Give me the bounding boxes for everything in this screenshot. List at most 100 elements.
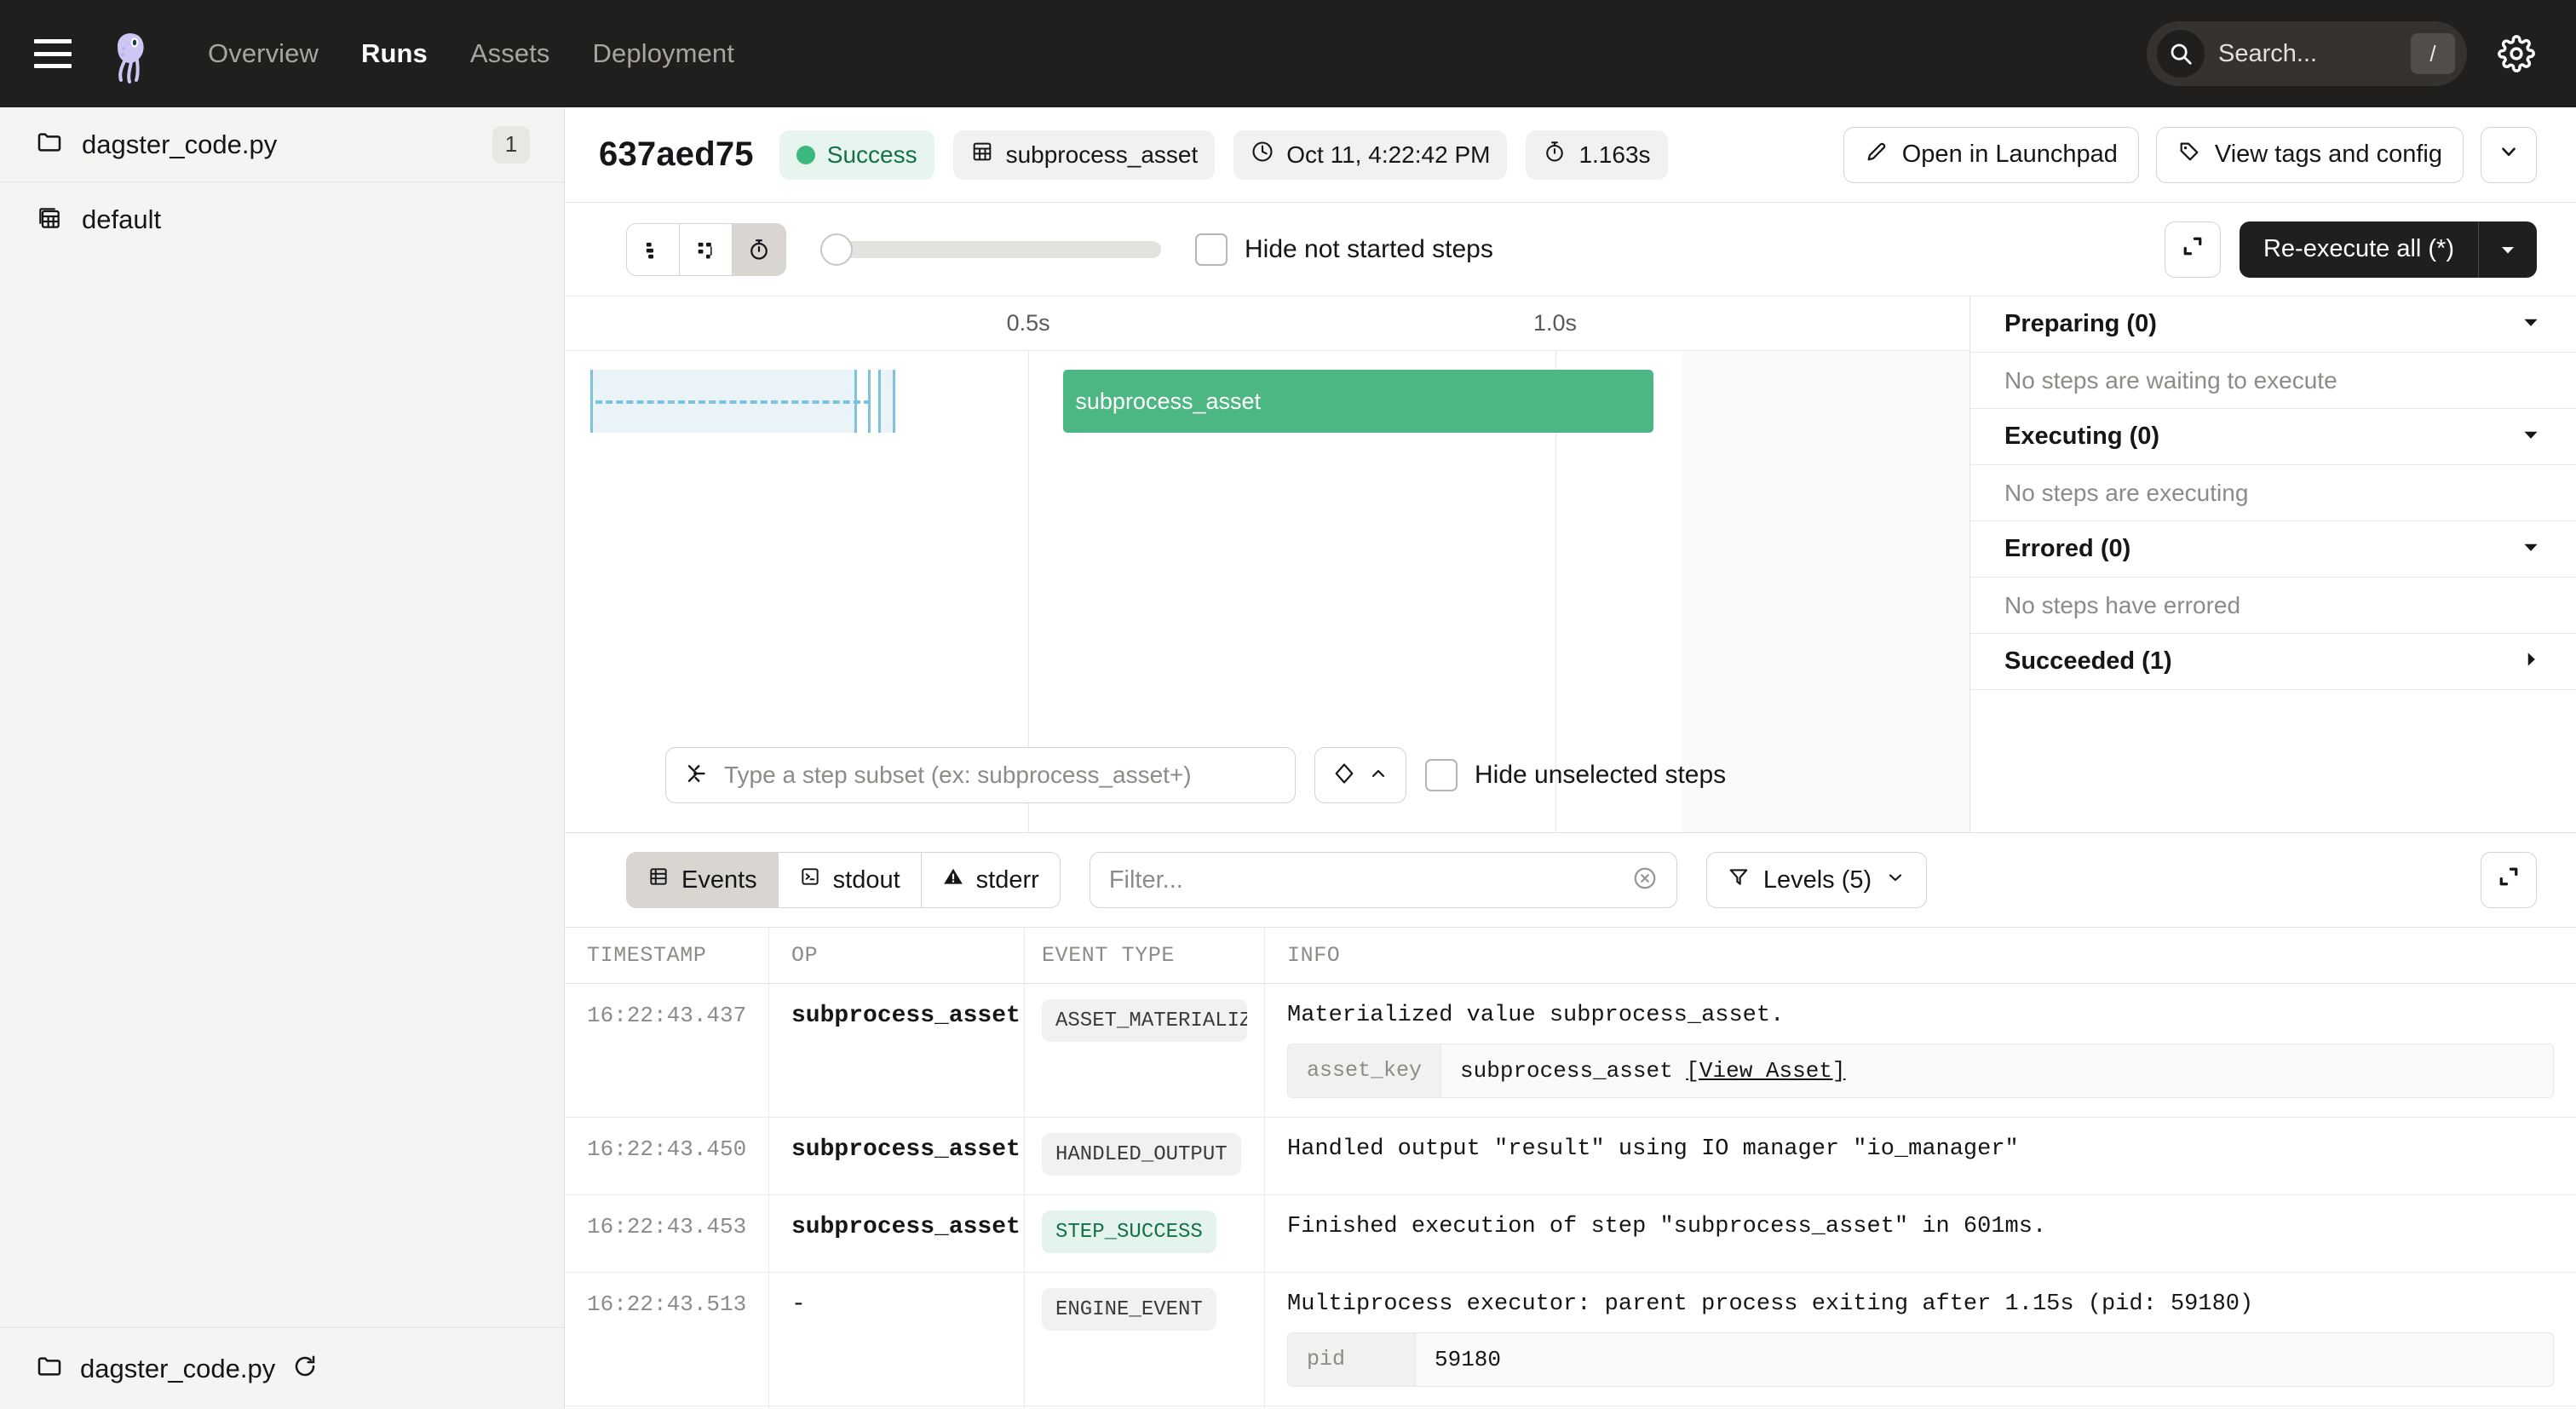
- run-time-chip[interactable]: Oct 11, 4:22:42 PM: [1233, 129, 1508, 180]
- timing-view-icon[interactable]: [733, 223, 785, 275]
- table-row[interactable]: 16:22:43.453 subprocess_asset STEP_SUCCE…: [565, 1195, 2576, 1273]
- status-section-succeeded[interactable]: Succeeded (1): [1970, 634, 2576, 690]
- gantt-out-of-range-shade: [1681, 351, 1969, 832]
- nav-link-runs[interactable]: Runs: [361, 38, 428, 68]
- re-execute-all-button[interactable]: Re-execute all (*): [2239, 221, 2537, 278]
- tab-stdout-label: stdout: [832, 866, 900, 894]
- hamburger-menu-icon[interactable]: [34, 39, 72, 68]
- reload-icon[interactable]: [292, 1354, 318, 1383]
- logs-toolbar: Events stdout: [565, 833, 2576, 927]
- sidebar-item-repository[interactable]: dagster_code.py 1: [0, 107, 564, 182]
- expand-logs-button[interactable]: [2481, 852, 2537, 908]
- funnel-icon: [1728, 866, 1750, 894]
- chevron-right-icon[interactable]: [2520, 648, 2542, 675]
- list-view-icon[interactable]: [627, 223, 680, 275]
- main-nav-links: Overview Runs Assets Deployment: [208, 38, 734, 69]
- table-row[interactable]: 16:22:43.513 - ENGINE_EVENT Multiprocess…: [565, 1273, 2576, 1406]
- search-placeholder: Search...: [2218, 39, 2318, 67]
- chevron-down-icon[interactable]: [2520, 311, 2542, 337]
- tab-events-label: Events: [681, 866, 757, 894]
- status-section-errored[interactable]: Errored (0): [1970, 521, 2576, 578]
- gantt-toolbar-right: Re-execute all (*): [2164, 221, 2537, 278]
- stopwatch-icon: [1543, 140, 1567, 170]
- slider-track: [836, 240, 1161, 258]
- view-asset-link[interactable]: [View Asset]: [1686, 1058, 1846, 1084]
- main-content: 637aed75 Success subprocess_asset: [565, 107, 2576, 1409]
- gear-icon[interactable]: [2496, 33, 2537, 74]
- step-subset-input[interactable]: Type a step subset (ex: subprocess_asset…: [665, 747, 1296, 803]
- events-table: TIMESTAMP OP EVENT TYPE INFO 16:22:43.43…: [565, 927, 2576, 1409]
- row-op: subprocess_asset: [791, 1136, 1021, 1163]
- gantt-zoom-slider[interactable]: [820, 223, 1161, 276]
- global-search-input[interactable]: Search... /: [2147, 21, 2467, 86]
- chevron-down-icon[interactable]: [2520, 536, 2542, 562]
- column-header-info: INFO: [1287, 943, 1341, 968]
- clock-icon: [1251, 140, 1274, 170]
- row-metadata-value: 59180: [1435, 1347, 1502, 1372]
- status-section-preparing[interactable]: Preparing (0): [1970, 296, 2576, 353]
- gantt-canvas: subprocess_asset: [565, 351, 1969, 832]
- sidebar-job-label: default: [82, 204, 162, 234]
- expand-gantt-button[interactable]: [2164, 221, 2221, 278]
- sidebar-spacer: [0, 257, 564, 1327]
- sidebar-repository-label: dagster_code.py: [82, 129, 278, 159]
- tag-icon: [2177, 140, 2201, 170]
- gantt-waiting-bar-segment: [877, 370, 895, 433]
- logs-filter-input[interactable]: Filter...: [1089, 852, 1677, 908]
- row-event-type-badge: ENGINE_EVENT: [1042, 1288, 1216, 1331]
- hide-unselected-steps-checkbox[interactable]: Hide unselected steps: [1425, 759, 1726, 791]
- column-header-event-type: EVENT TYPE: [1042, 943, 1176, 968]
- hide-not-started-steps-checkbox[interactable]: Hide not started steps: [1195, 233, 1493, 266]
- tab-events[interactable]: Events: [627, 853, 779, 907]
- table-row[interactable]: 16:22:43.437 subprocess_asset ASSET_MATE…: [565, 984, 2576, 1118]
- expand-icon: [2496, 864, 2521, 896]
- gantt-step-bar[interactable]: subprocess_asset: [1063, 370, 1653, 433]
- top-nav-right-group: Search... /: [2147, 21, 2537, 86]
- run-duration-chip[interactable]: 1.163s: [1526, 129, 1668, 180]
- tab-stdout[interactable]: stdout: [778, 853, 922, 907]
- run-status-badge: Success: [779, 129, 934, 180]
- gantt-waiting-tick: [868, 370, 871, 433]
- chevron-down-icon[interactable]: [2479, 239, 2537, 260]
- nav-link-overview[interactable]: Overview: [208, 38, 319, 68]
- nav-link-deployment[interactable]: Deployment: [592, 38, 734, 68]
- row-metadata-value: subprocess_asset [View Asset]: [1441, 1044, 2553, 1097]
- tree-view-icon[interactable]: [680, 223, 733, 275]
- row-info-text: Finished execution of step "subprocess_a…: [1287, 1214, 2047, 1239]
- sidebar-footer-repository[interactable]: dagster_code.py: [0, 1327, 564, 1409]
- logs-tab-group: Events stdout: [626, 852, 1061, 908]
- row-timestamp: 16:22:43.437: [587, 1003, 747, 1028]
- sidebar-item-job-default[interactable]: default: [0, 182, 564, 257]
- logs-levels-button[interactable]: Levels (5): [1705, 852, 1928, 908]
- status-dot-icon: [796, 145, 815, 164]
- sidebar-footer-label: dagster_code.py: [80, 1353, 276, 1383]
- gantt-step-bar-label: subprocess_asset: [1075, 388, 1262, 414]
- chevron-down-icon[interactable]: [2520, 423, 2542, 450]
- dagster-logo[interactable]: [101, 24, 160, 83]
- column-header-op: OP: [791, 943, 819, 968]
- run-job-chip[interactable]: subprocess_asset: [952, 129, 1216, 180]
- row-info-text: Handled output "result" using IO manager…: [1287, 1136, 2019, 1162]
- nav-link-assets[interactable]: Assets: [469, 38, 550, 68]
- slider-thumb[interactable]: [820, 233, 853, 266]
- status-section-executing[interactable]: Executing (0): [1970, 409, 2576, 465]
- run-id: 637aed75: [599, 135, 754, 173]
- open-in-launchpad-button[interactable]: Open in Launchpad: [1843, 126, 2139, 183]
- row-timestamp: 16:22:43.450: [587, 1136, 747, 1162]
- row-info-text: Materialized value subprocess_asset.: [1287, 1003, 1785, 1028]
- clear-circle-icon[interactable]: [1632, 866, 1658, 895]
- checkbox-box: [1425, 759, 1458, 791]
- logs-levels-label: Levels (5): [1762, 866, 1872, 894]
- job-grid-icon: [970, 140, 994, 170]
- step-subset-layers-button[interactable]: [1314, 747, 1406, 803]
- table-row[interactable]: 16:22:43.450 subprocess_asset HANDLED_OU…: [565, 1118, 2576, 1195]
- row-op: subprocess_asset: [791, 1003, 1021, 1029]
- table-row[interactable]: 16:22:43.517 - RUN_SUCCESS Finished exec…: [565, 1406, 2576, 1409]
- run-status-panel: Preparing (0) No steps are waiting to ex…: [1970, 296, 2576, 832]
- view-tags-and-config-button[interactable]: View tags and config: [2155, 126, 2464, 183]
- run-more-actions-button[interactable]: [2481, 126, 2537, 183]
- step-subset-icon: [685, 761, 710, 791]
- tab-stderr[interactable]: stderr: [921, 853, 1060, 907]
- row-timestamp: 16:22:43.513: [587, 1291, 747, 1317]
- run-status-label: Success: [826, 141, 917, 168]
